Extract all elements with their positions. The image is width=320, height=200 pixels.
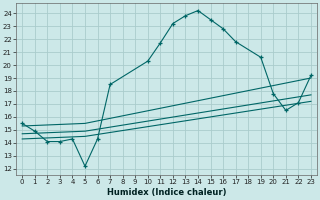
X-axis label: Humidex (Indice chaleur): Humidex (Indice chaleur) <box>107 188 226 197</box>
